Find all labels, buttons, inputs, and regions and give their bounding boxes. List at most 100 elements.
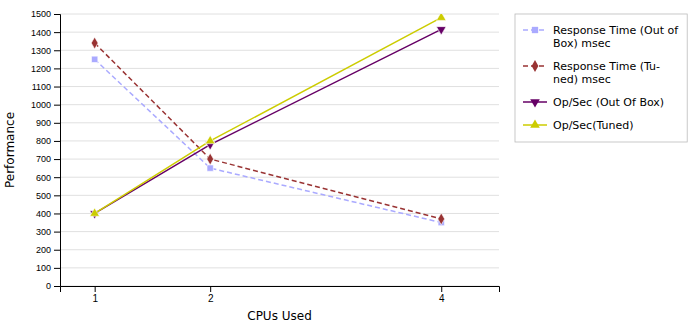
series-line (95, 43, 442, 219)
grid-line (60, 159, 499, 160)
data-point (436, 27, 446, 35)
tick: 900 (36, 118, 60, 128)
tick-label: 1200 (31, 64, 51, 74)
tick: 1 (92, 286, 98, 304)
tick-label: 900 (36, 118, 51, 128)
tick-label: 1500 (31, 9, 51, 19)
tick-label: 300 (36, 227, 51, 237)
tick: 600 (36, 173, 60, 183)
tick: 1100 (32, 82, 60, 92)
tick-label: 0 (46, 281, 51, 291)
x-axis: 1 2 4 (61, 286, 500, 304)
tick-label: 4 (439, 293, 445, 304)
series-line (95, 59, 442, 222)
data-point (91, 56, 97, 62)
legend-entry: Op/Sec(Tuned) (523, 119, 633, 132)
tick: 100 (36, 263, 60, 273)
tick-mark (54, 32, 60, 33)
tick: 1200 (31, 64, 60, 74)
marks (90, 14, 446, 226)
tick-mark (54, 159, 60, 160)
tick-mark (54, 105, 60, 106)
legend-marker (532, 27, 538, 33)
tick: 300 (36, 227, 60, 237)
legend-frame (515, 14, 687, 142)
y-axis: 0 100 200 300 400 500 600 700 800 900 1000 1100 1200… (31, 9, 61, 291)
tick-label: 1300 (31, 46, 51, 56)
tick-mark (54, 232, 60, 233)
legend-entry: Response Time (Out ofBox) msec (523, 24, 679, 50)
legend-label: Response Time (Tu-ned) msec (553, 60, 660, 86)
data-point (90, 208, 100, 216)
tick-label: 800 (36, 136, 51, 146)
tick-mark (54, 268, 60, 269)
tick-mark (54, 250, 60, 251)
axis-line (61, 287, 500, 293)
tick: 4 (439, 286, 445, 304)
grid-line (60, 50, 499, 51)
tick-label: 1400 (31, 28, 51, 38)
grid-line (60, 267, 499, 268)
tick-mark (54, 195, 60, 196)
tick: 1400 (31, 28, 60, 38)
tick-mark (54, 141, 60, 142)
grid-line (60, 86, 499, 87)
axis-line (54, 15, 61, 287)
series-line (95, 18, 442, 214)
legend-entry: Response Time (Tu-ned) msec (523, 60, 660, 86)
data-point (436, 14, 446, 20)
tick-label: 400 (36, 209, 51, 219)
tick-mark (441, 286, 442, 292)
data-point (91, 37, 98, 49)
x-axis-title: CPUs Used (247, 309, 312, 323)
tick-mark (54, 50, 60, 51)
tick: 500 (36, 191, 60, 201)
grid (60, 14, 499, 286)
tick-mark (54, 14, 60, 15)
data-point (207, 165, 213, 171)
grid-line (60, 122, 499, 123)
tick: 700 (36, 154, 60, 164)
legend: Response Time (Out ofBox) msec Response T… (515, 14, 687, 142)
tick: 200 (36, 245, 60, 255)
tick-label: 2 (208, 293, 214, 304)
tick-mark (54, 68, 60, 69)
data-point (207, 153, 214, 165)
legend-label: Response Time (Out ofBox) msec (553, 24, 679, 50)
series-line (95, 29, 442, 213)
tick-label: 600 (36, 173, 51, 183)
tick-label: 200 (36, 245, 51, 255)
grid-line (60, 249, 499, 250)
grid-line (60, 213, 499, 214)
legend-label: Op/Sec(Tuned) (553, 119, 633, 132)
legend-marker (532, 60, 539, 72)
tick: 0 (46, 281, 60, 291)
grid-line (60, 32, 499, 33)
tick: 1500 (31, 9, 60, 19)
legend-marker (530, 99, 540, 107)
tick-label: 500 (36, 191, 51, 201)
grid-line (60, 14, 499, 15)
tick: 2 (208, 286, 214, 304)
plot: 1 2 4 0 100 200 300 400 500 600 700 800 900 1000 1100 1… (31, 9, 500, 304)
tick-label: 700 (36, 154, 51, 164)
tick: 400 (36, 209, 60, 219)
tick-mark (54, 286, 60, 287)
tick: 1300 (31, 46, 60, 56)
tick-label: 1000 (31, 100, 51, 110)
legend-marker (530, 119, 540, 127)
tick-mark (54, 123, 60, 124)
tick-mark (54, 213, 60, 214)
y-axis-title: Performance (3, 112, 17, 188)
tick-label: 100 (36, 263, 51, 273)
grid-line (60, 140, 499, 141)
tick-mark (54, 177, 60, 178)
tick-mark (210, 286, 211, 292)
tick-mark (95, 286, 96, 292)
tick-label: 1 (92, 293, 98, 304)
grid-line (60, 231, 499, 232)
tick: 800 (36, 136, 60, 146)
grid-line (60, 68, 499, 69)
data-point (438, 213, 445, 225)
legend-entry: Op/Sec (Out Of Box) (523, 96, 664, 109)
